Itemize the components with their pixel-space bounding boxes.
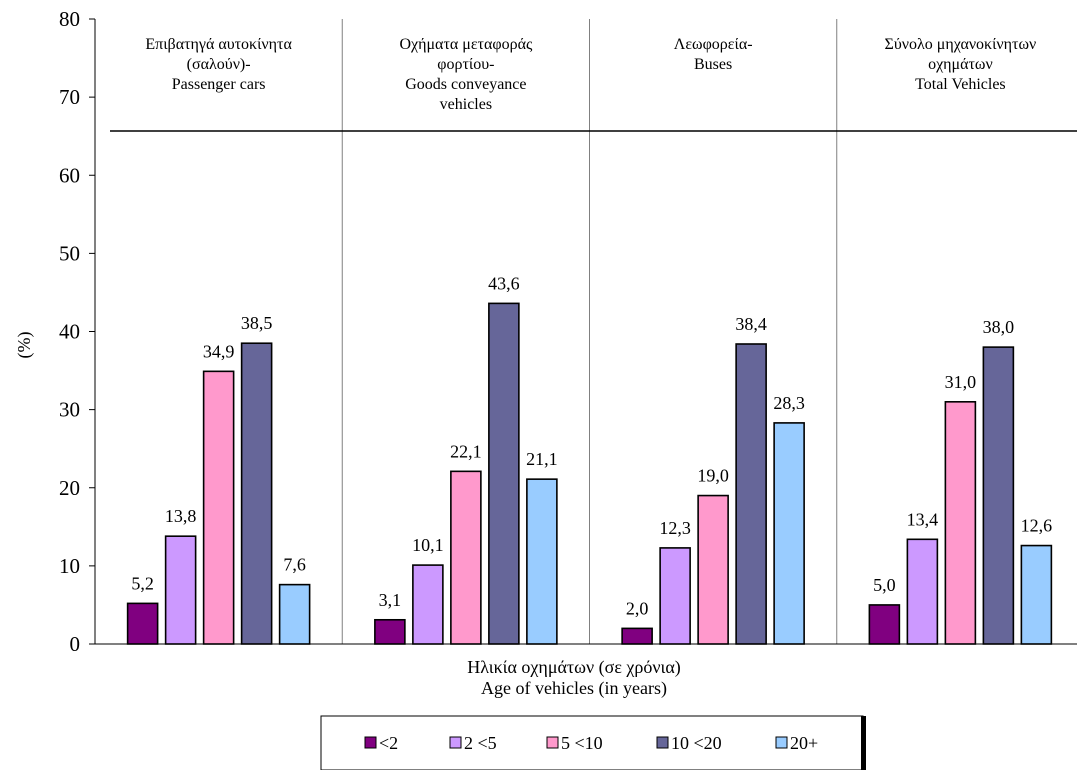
y-axis-title: (%)	[14, 332, 35, 359]
data-label: 10,1	[412, 535, 444, 555]
bar	[280, 585, 310, 644]
bar	[622, 628, 652, 644]
bar	[204, 371, 234, 644]
y-tick-label: 10	[59, 554, 80, 578]
y-tick-label: 40	[59, 320, 80, 344]
legend-label: 10 <20	[671, 733, 722, 753]
data-label: 13,4	[907, 509, 939, 529]
y-tick-label: 30	[59, 398, 80, 422]
y-tick-label: 20	[59, 476, 80, 500]
data-label: 5,0	[873, 575, 896, 595]
category-title-line: (σαλούν)-	[187, 56, 251, 73]
y-tick-label: 50	[59, 241, 80, 265]
bar	[698, 496, 728, 644]
data-label: 38,5	[241, 313, 273, 333]
data-label: 34,9	[203, 341, 235, 361]
bar	[660, 548, 690, 644]
y-tick-label: 60	[59, 163, 80, 187]
bar	[983, 347, 1013, 644]
category-title-line: Οχήματα μεταφοράς	[399, 36, 533, 53]
category-title-line: Total Vehicles	[915, 76, 1006, 93]
category-title-line: Επιβατηγά αυτοκίνητα	[145, 36, 292, 53]
category-title-line: οχημάτων	[928, 56, 993, 73]
legend-label: 2 <5	[464, 733, 497, 753]
legend-label: <2	[379, 733, 398, 753]
data-label: 3,1	[379, 590, 402, 610]
data-label: 21,1	[526, 449, 558, 469]
category-title-line: φορτίου-	[437, 56, 494, 73]
bar	[166, 536, 196, 644]
data-label: 38,0	[983, 317, 1015, 337]
bar	[375, 620, 405, 644]
data-label: 19,0	[697, 466, 729, 486]
x-axis-title-line: Ηλικία οχημάτων (σε χρόνια)	[467, 657, 681, 678]
data-label: 22,1	[450, 441, 482, 461]
bar	[413, 565, 443, 644]
legend-label: 5 <10	[561, 733, 603, 753]
data-label: 28,3	[773, 393, 805, 413]
y-tick-label: 70	[59, 85, 80, 109]
data-label: 12,6	[1021, 516, 1053, 536]
data-label: 2,0	[626, 598, 649, 618]
legend-swatch	[365, 737, 376, 748]
bar	[736, 344, 766, 644]
bar	[1021, 546, 1051, 644]
bar	[489, 303, 519, 644]
bar	[128, 603, 158, 644]
data-label: 5,2	[131, 573, 154, 593]
data-label: 38,4	[735, 314, 767, 334]
bar	[527, 479, 557, 644]
category-title-line: Buses	[694, 56, 732, 73]
bar	[907, 539, 937, 644]
data-label: 13,8	[165, 506, 197, 526]
data-label: 7,6	[283, 555, 306, 575]
legend-swatch	[547, 737, 558, 748]
legend-label: 20+	[790, 733, 818, 753]
bar	[242, 343, 272, 644]
data-label: 12,3	[659, 518, 691, 538]
category-title-line: Σύνολο μηχανοκίνητων	[885, 36, 1037, 53]
y-tick-label: 80	[59, 7, 80, 31]
bar	[945, 402, 975, 644]
legend-swatch	[450, 737, 461, 748]
bar	[451, 471, 481, 644]
category-title-line: Λεωφορεία-	[674, 36, 753, 53]
category-title-line: Passenger cars	[172, 76, 266, 93]
y-tick-label: 0	[70, 632, 81, 656]
bar	[869, 605, 899, 644]
legend-swatch	[657, 737, 668, 748]
legend-shadow	[861, 716, 866, 770]
category-title-line: Goods conveyance	[405, 76, 526, 93]
category-title-line: vehicles	[440, 96, 492, 113]
x-axis-title-line: Age of vehicles (in years)	[481, 678, 667, 699]
bar	[774, 423, 804, 644]
data-label: 43,6	[488, 273, 520, 293]
data-label: 31,0	[945, 372, 977, 392]
legend-swatch	[776, 737, 787, 748]
